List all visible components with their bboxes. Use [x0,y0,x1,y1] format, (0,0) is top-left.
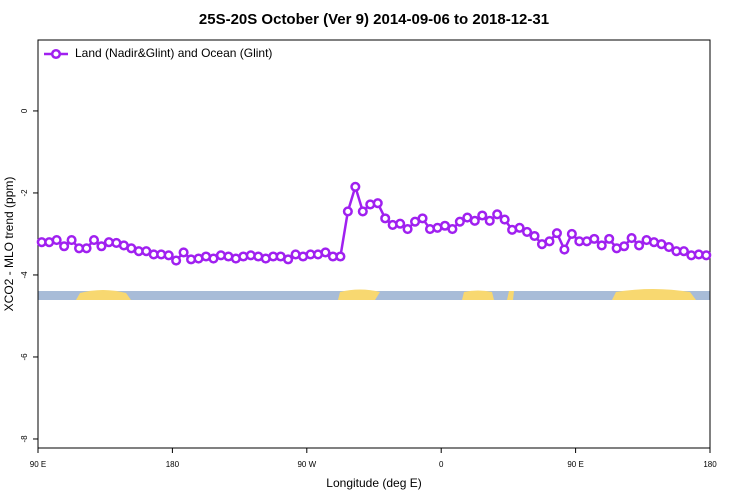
legend-label: Land (Nadir&Glint) and Ocean (Glint) [75,46,272,60]
data-point [604,233,615,244]
data-point [701,250,712,261]
data-point [96,241,107,252]
data-point [59,241,70,252]
data-point [492,209,503,220]
chart-title: 25S-20S October (Ver 9) 2014-09-06 to 20… [199,11,549,28]
data-point [589,233,600,244]
data-point [469,215,480,226]
data-point [171,255,182,266]
data-point [484,215,495,226]
data-point [283,254,294,265]
x-axis-label: Longitude (deg E) [326,476,421,490]
data-point [626,233,637,244]
x-tick-label: 90 W [297,460,316,469]
data-point [447,223,458,235]
land-band [507,291,514,300]
legend-marker [50,48,62,60]
data-point [417,213,428,224]
land-band [612,289,696,300]
plot-frame [37,39,711,449]
data-point [454,216,465,227]
land-band [76,290,131,300]
data-point [395,218,406,229]
data-point [81,243,92,254]
data-point [514,222,525,233]
x-tick-label: 180 [166,460,180,469]
data-point [372,198,383,209]
y-tick-label: 0 [20,108,29,113]
data-point [335,251,346,262]
data-point [402,223,413,235]
data-point [566,228,577,240]
data-point [499,214,510,225]
data-point [663,242,674,253]
data-point [88,235,100,246]
x-tick-label: 90 E [567,460,583,469]
data-point [477,210,488,221]
y-tick-label: -4 [20,271,29,279]
data-point [634,240,645,251]
data-point [350,181,361,192]
data-point [320,247,331,258]
data-point [551,228,562,239]
data-point [619,241,630,252]
data-point [678,246,689,257]
land-band [462,290,494,300]
data-point [596,240,607,251]
data-point [529,230,540,242]
y-tick-label: -2 [20,189,29,197]
data-point [522,226,533,237]
data-point [66,235,77,246]
data-point [342,206,353,217]
data-point [178,247,189,258]
y-tick-label: -8 [20,435,29,443]
data-point [357,206,368,217]
data-point [51,235,62,246]
y-tick-label: -6 [20,353,29,361]
x-tick-label: 180 [703,460,717,469]
data-point [544,236,555,247]
x-tick-label: 0 [439,460,444,469]
land-band [338,289,380,300]
y-axis-label: XCO2 - MLO trend (ppm) [2,177,16,312]
data-point [559,244,570,255]
x-tick-label: 90 E [30,460,46,469]
data-point [380,213,391,224]
land-ocean-band [38,289,710,300]
data-point [163,250,174,261]
